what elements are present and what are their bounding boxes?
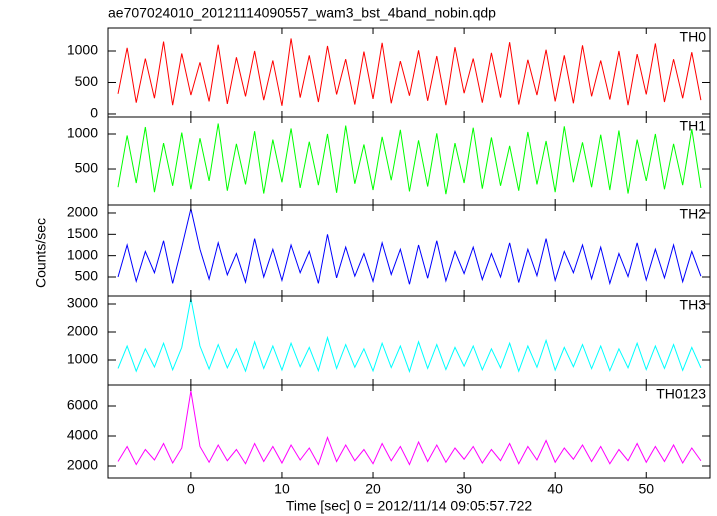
- x-tick-label: 10: [274, 481, 290, 497]
- y-tick-label: 3000: [67, 295, 98, 311]
- chart-title: ae707024010_20121114090557_wam3_bst_4ban…: [108, 5, 496, 21]
- panel-label: TH2: [680, 206, 707, 222]
- y-tick-label: 500: [75, 160, 99, 176]
- y-tick-label: 2000: [67, 323, 98, 339]
- y-tick-label: 1500: [67, 225, 98, 241]
- y-tick-label: 2000: [67, 204, 98, 220]
- y-tick-label: 1000: [67, 351, 98, 367]
- x-tick-label: 0: [187, 481, 195, 497]
- x-tick-label: 50: [638, 481, 654, 497]
- panel-label: TH0: [680, 29, 707, 45]
- y-axis-label: Counts/sec: [33, 218, 49, 288]
- y-tick-label: 1000: [67, 42, 98, 58]
- x-tick-label: 30: [456, 481, 472, 497]
- panel-frame: [107, 384, 711, 479]
- x-axis-label: Time [sec] 0 = 2012/11/14 09:05:57.722: [286, 498, 533, 514]
- data-line: [117, 390, 702, 466]
- y-tick-label: 500: [75, 268, 99, 284]
- data-line: [117, 38, 702, 106]
- panel-label: TH1: [680, 118, 707, 134]
- y-tick-label: 0: [90, 105, 98, 121]
- x-tick-label: 40: [547, 481, 563, 497]
- data-line: [117, 123, 702, 195]
- panel-label: TH3: [680, 297, 707, 313]
- y-tick-label: 500: [75, 73, 99, 89]
- x-tick-label: 20: [365, 481, 381, 497]
- y-tick-label: 6000: [67, 397, 98, 413]
- panel-frame: [107, 116, 711, 206]
- panel-frame: [107, 27, 711, 118]
- data-line: [117, 208, 702, 286]
- y-tick-label: 4000: [67, 427, 98, 443]
- y-tick-label: 1000: [67, 246, 98, 262]
- panel-label: TH0123: [656, 386, 706, 402]
- y-tick-label: 1000: [67, 125, 98, 141]
- data-line: [117, 298, 702, 374]
- y-tick-label: 2000: [67, 457, 98, 473]
